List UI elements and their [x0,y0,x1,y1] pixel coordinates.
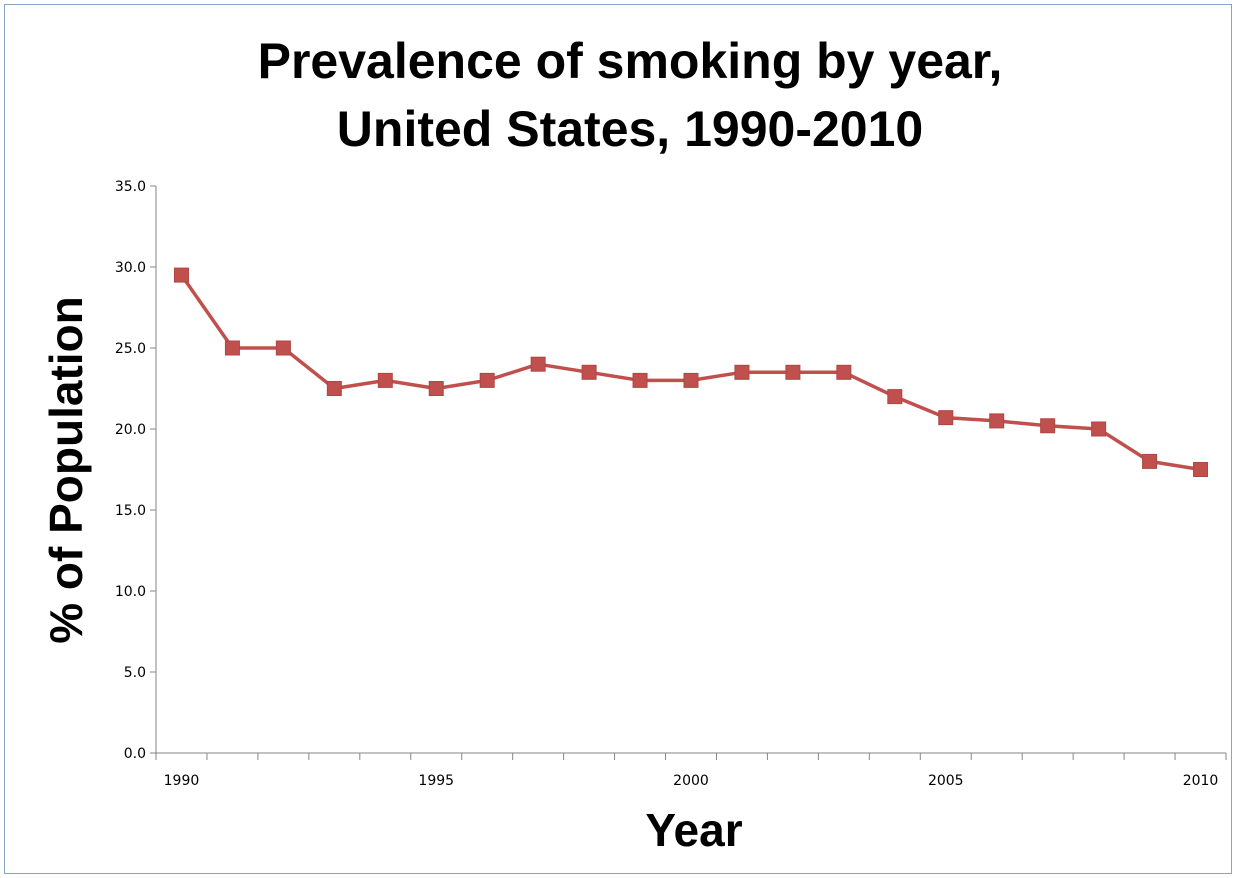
series-line [181,275,1200,469]
data-point-2000 [684,373,698,387]
x-tick-label: 1995 [418,773,454,789]
y-axis-title: % of Population [40,296,92,644]
data-point-2003 [837,365,851,379]
data-point-2001 [735,365,749,379]
data-point-2010 [1194,463,1208,477]
x-axis-title: Year [645,804,742,856]
data-point-2008 [1092,422,1106,436]
data-point-2007 [1041,419,1055,433]
data-point-2009 [1143,454,1157,468]
y-tick-label: 30.0 [115,260,146,276]
axes [150,186,1226,760]
x-tick-labels: 1990 1995 2000 2005 2010 [164,773,1219,789]
data-point-1999 [633,373,647,387]
data-point-1994 [378,373,392,387]
data-point-2006 [990,414,1004,428]
data-point-1993 [327,382,341,396]
x-tick-label: 2005 [928,773,964,789]
y-tick-label: 0.0 [124,746,146,762]
y-tick-label: 20.0 [115,422,146,438]
x-tick-label: 2010 [1183,773,1219,789]
data-point-1997 [531,357,545,371]
y-tick-label: 35.0 [115,179,146,195]
data-point-1996 [480,373,494,387]
data-point-1998 [582,365,596,379]
data-point-1990 [174,268,188,282]
chart-title-line2: United States, 1990-2010 [337,101,923,157]
x-tick-label: 1990 [164,773,200,789]
data-point-1992 [276,341,290,355]
y-tick-label: 15.0 [115,503,146,519]
plot-area [174,268,1207,476]
y-tick-label: 5.0 [124,665,146,681]
data-point-2004 [888,390,902,404]
chart-title-line1: Prevalence of smoking by year, [258,33,1003,89]
data-point-2005 [939,411,953,425]
data-point-1991 [225,341,239,355]
x-tick-label: 2000 [673,773,709,789]
data-point-2002 [786,365,800,379]
y-tick-label: 25.0 [115,341,146,357]
y-tick-label: 10.0 [115,584,146,600]
data-point-1995 [429,382,443,396]
y-tick-labels: 0.0 5.0 10.0 15.0 20.0 25.0 30.0 35.0 [115,179,146,762]
